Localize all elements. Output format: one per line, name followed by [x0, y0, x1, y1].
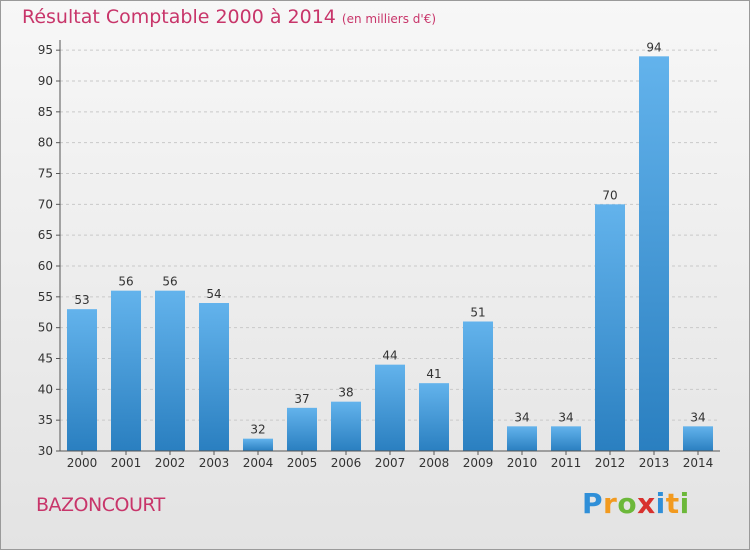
x-tick-label: 2003 — [199, 456, 230, 470]
bar-2014 — [683, 426, 713, 451]
bar-value-label: 53 — [74, 293, 89, 307]
bar-value-label: 41 — [426, 367, 441, 381]
logo-letter: r — [603, 487, 618, 520]
x-tick-label: 2006 — [331, 456, 362, 470]
bar-value-label: 54 — [206, 287, 221, 301]
bar-2004 — [243, 438, 273, 451]
x-tick-label: 2014 — [683, 456, 714, 470]
y-tick-label: 50 — [38, 321, 53, 335]
y-tick-label: 60 — [38, 259, 53, 273]
bar-value-label: 34 — [558, 410, 573, 424]
bar-2005 — [287, 407, 317, 451]
bar-2001 — [111, 290, 141, 451]
bar-2011 — [551, 426, 581, 451]
bar-2002 — [155, 290, 185, 451]
logo-letter: x — [637, 487, 656, 520]
bar-2009 — [463, 321, 493, 451]
bar-value-label: 56 — [118, 275, 133, 289]
bar-value-label: 56 — [162, 275, 177, 289]
proxiti-logo[interactable]: Proxiti — [582, 487, 690, 520]
x-tick-label: 2004 — [243, 456, 274, 470]
logo-letter: i — [679, 487, 690, 520]
y-tick-label: 35 — [38, 413, 53, 427]
bar-2010 — [507, 426, 537, 451]
y-tick-label: 65 — [38, 228, 53, 242]
x-tick-label: 2007 — [375, 456, 406, 470]
chart-subtitle: (en milliers d'€) — [341, 12, 437, 26]
bar-value-label: 32 — [250, 423, 265, 437]
y-tick-label: 90 — [38, 74, 53, 88]
y-tick-label: 80 — [38, 136, 53, 150]
bar-value-label: 34 — [514, 410, 529, 424]
logo-letter: i — [655, 487, 666, 520]
y-tick-label: 70 — [38, 197, 53, 211]
x-tick-label: 2005 — [287, 456, 318, 470]
chart-title: Résultat Comptable 2000 à 2014 (en millie… — [22, 6, 436, 28]
bar-2008 — [419, 383, 449, 451]
title-text: Résultat Comptable 2000 à 2014 — [22, 6, 336, 28]
bar-2006 — [331, 401, 361, 451]
y-tick-label: 85 — [38, 105, 53, 119]
x-tick-label: 2009 — [463, 456, 494, 470]
x-tick-label: 2013 — [639, 456, 670, 470]
logo-letter: o — [617, 487, 638, 520]
bar-value-label: 51 — [470, 306, 485, 320]
x-tick-label: 2001 — [111, 456, 142, 470]
y-tick-label: 75 — [38, 167, 53, 181]
bar-value-label: 70 — [602, 188, 617, 202]
x-tick-label: 2011 — [551, 456, 582, 470]
y-tick-label: 45 — [38, 352, 53, 366]
y-tick-label: 40 — [38, 382, 53, 396]
commune-name: BAZONCOURT — [36, 494, 165, 516]
x-tick-label: 2012 — [595, 456, 626, 470]
x-tick-label: 2010 — [507, 456, 538, 470]
bar-2013 — [639, 56, 669, 451]
bar-2003 — [199, 303, 229, 451]
bar-2012 — [595, 204, 625, 451]
y-tick-label: 30 — [38, 444, 53, 458]
bar-value-label: 38 — [338, 386, 353, 400]
x-tick-label: 2002 — [155, 456, 186, 470]
bar-2007 — [375, 364, 405, 451]
bar-2000 — [67, 309, 97, 451]
bar-value-label: 94 — [646, 40, 661, 54]
logo-letter: P — [582, 487, 604, 520]
bar-value-label: 37 — [294, 392, 309, 406]
bar-value-label: 44 — [382, 349, 397, 363]
x-tick-label: 2000 — [67, 456, 98, 470]
y-tick-label: 95 — [38, 43, 53, 57]
y-tick-label: 55 — [38, 290, 53, 304]
bar-value-label: 34 — [690, 410, 705, 424]
x-tick-label: 2008 — [419, 456, 450, 470]
logo-letter: t — [665, 487, 680, 520]
